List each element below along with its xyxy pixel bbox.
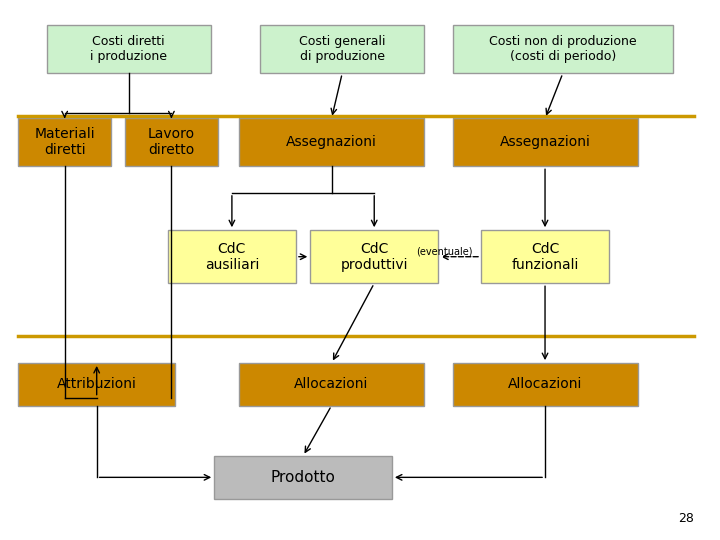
Text: (eventuale): (eventuale) (415, 246, 472, 256)
FancyBboxPatch shape (310, 230, 438, 284)
Text: Allocazioni: Allocazioni (294, 377, 369, 392)
Text: Assegnazioni: Assegnazioni (500, 136, 590, 150)
Text: CdC
ausiliari: CdC ausiliari (204, 241, 259, 272)
FancyBboxPatch shape (168, 230, 296, 284)
FancyBboxPatch shape (214, 456, 392, 498)
Text: Costi diretti
i produzione: Costi diretti i produzione (90, 35, 167, 63)
Text: Attribuzioni: Attribuzioni (57, 377, 137, 392)
FancyBboxPatch shape (452, 363, 637, 406)
FancyBboxPatch shape (47, 25, 210, 73)
Text: Prodotto: Prodotto (271, 470, 336, 485)
FancyBboxPatch shape (239, 363, 424, 406)
FancyBboxPatch shape (19, 118, 111, 166)
FancyBboxPatch shape (452, 118, 637, 166)
FancyBboxPatch shape (261, 25, 424, 73)
Text: Costi generali
di produzione: Costi generali di produzione (299, 35, 385, 63)
Text: Costi non di produzione
(costi di periodo): Costi non di produzione (costi di period… (489, 35, 636, 63)
Text: Materiali
diretti: Materiali diretti (35, 127, 95, 158)
Text: CdC
produttivi: CdC produttivi (341, 241, 408, 272)
Text: 28: 28 (679, 512, 695, 525)
FancyBboxPatch shape (452, 25, 673, 73)
Text: Allocazioni: Allocazioni (508, 377, 582, 392)
FancyBboxPatch shape (125, 118, 217, 166)
FancyBboxPatch shape (239, 118, 424, 166)
Text: Lavoro
diretto: Lavoro diretto (148, 127, 195, 158)
Text: Assegnazioni: Assegnazioni (286, 136, 377, 150)
FancyBboxPatch shape (481, 230, 609, 284)
Text: CdC
funzionali: CdC funzionali (511, 241, 579, 272)
FancyBboxPatch shape (19, 363, 175, 406)
